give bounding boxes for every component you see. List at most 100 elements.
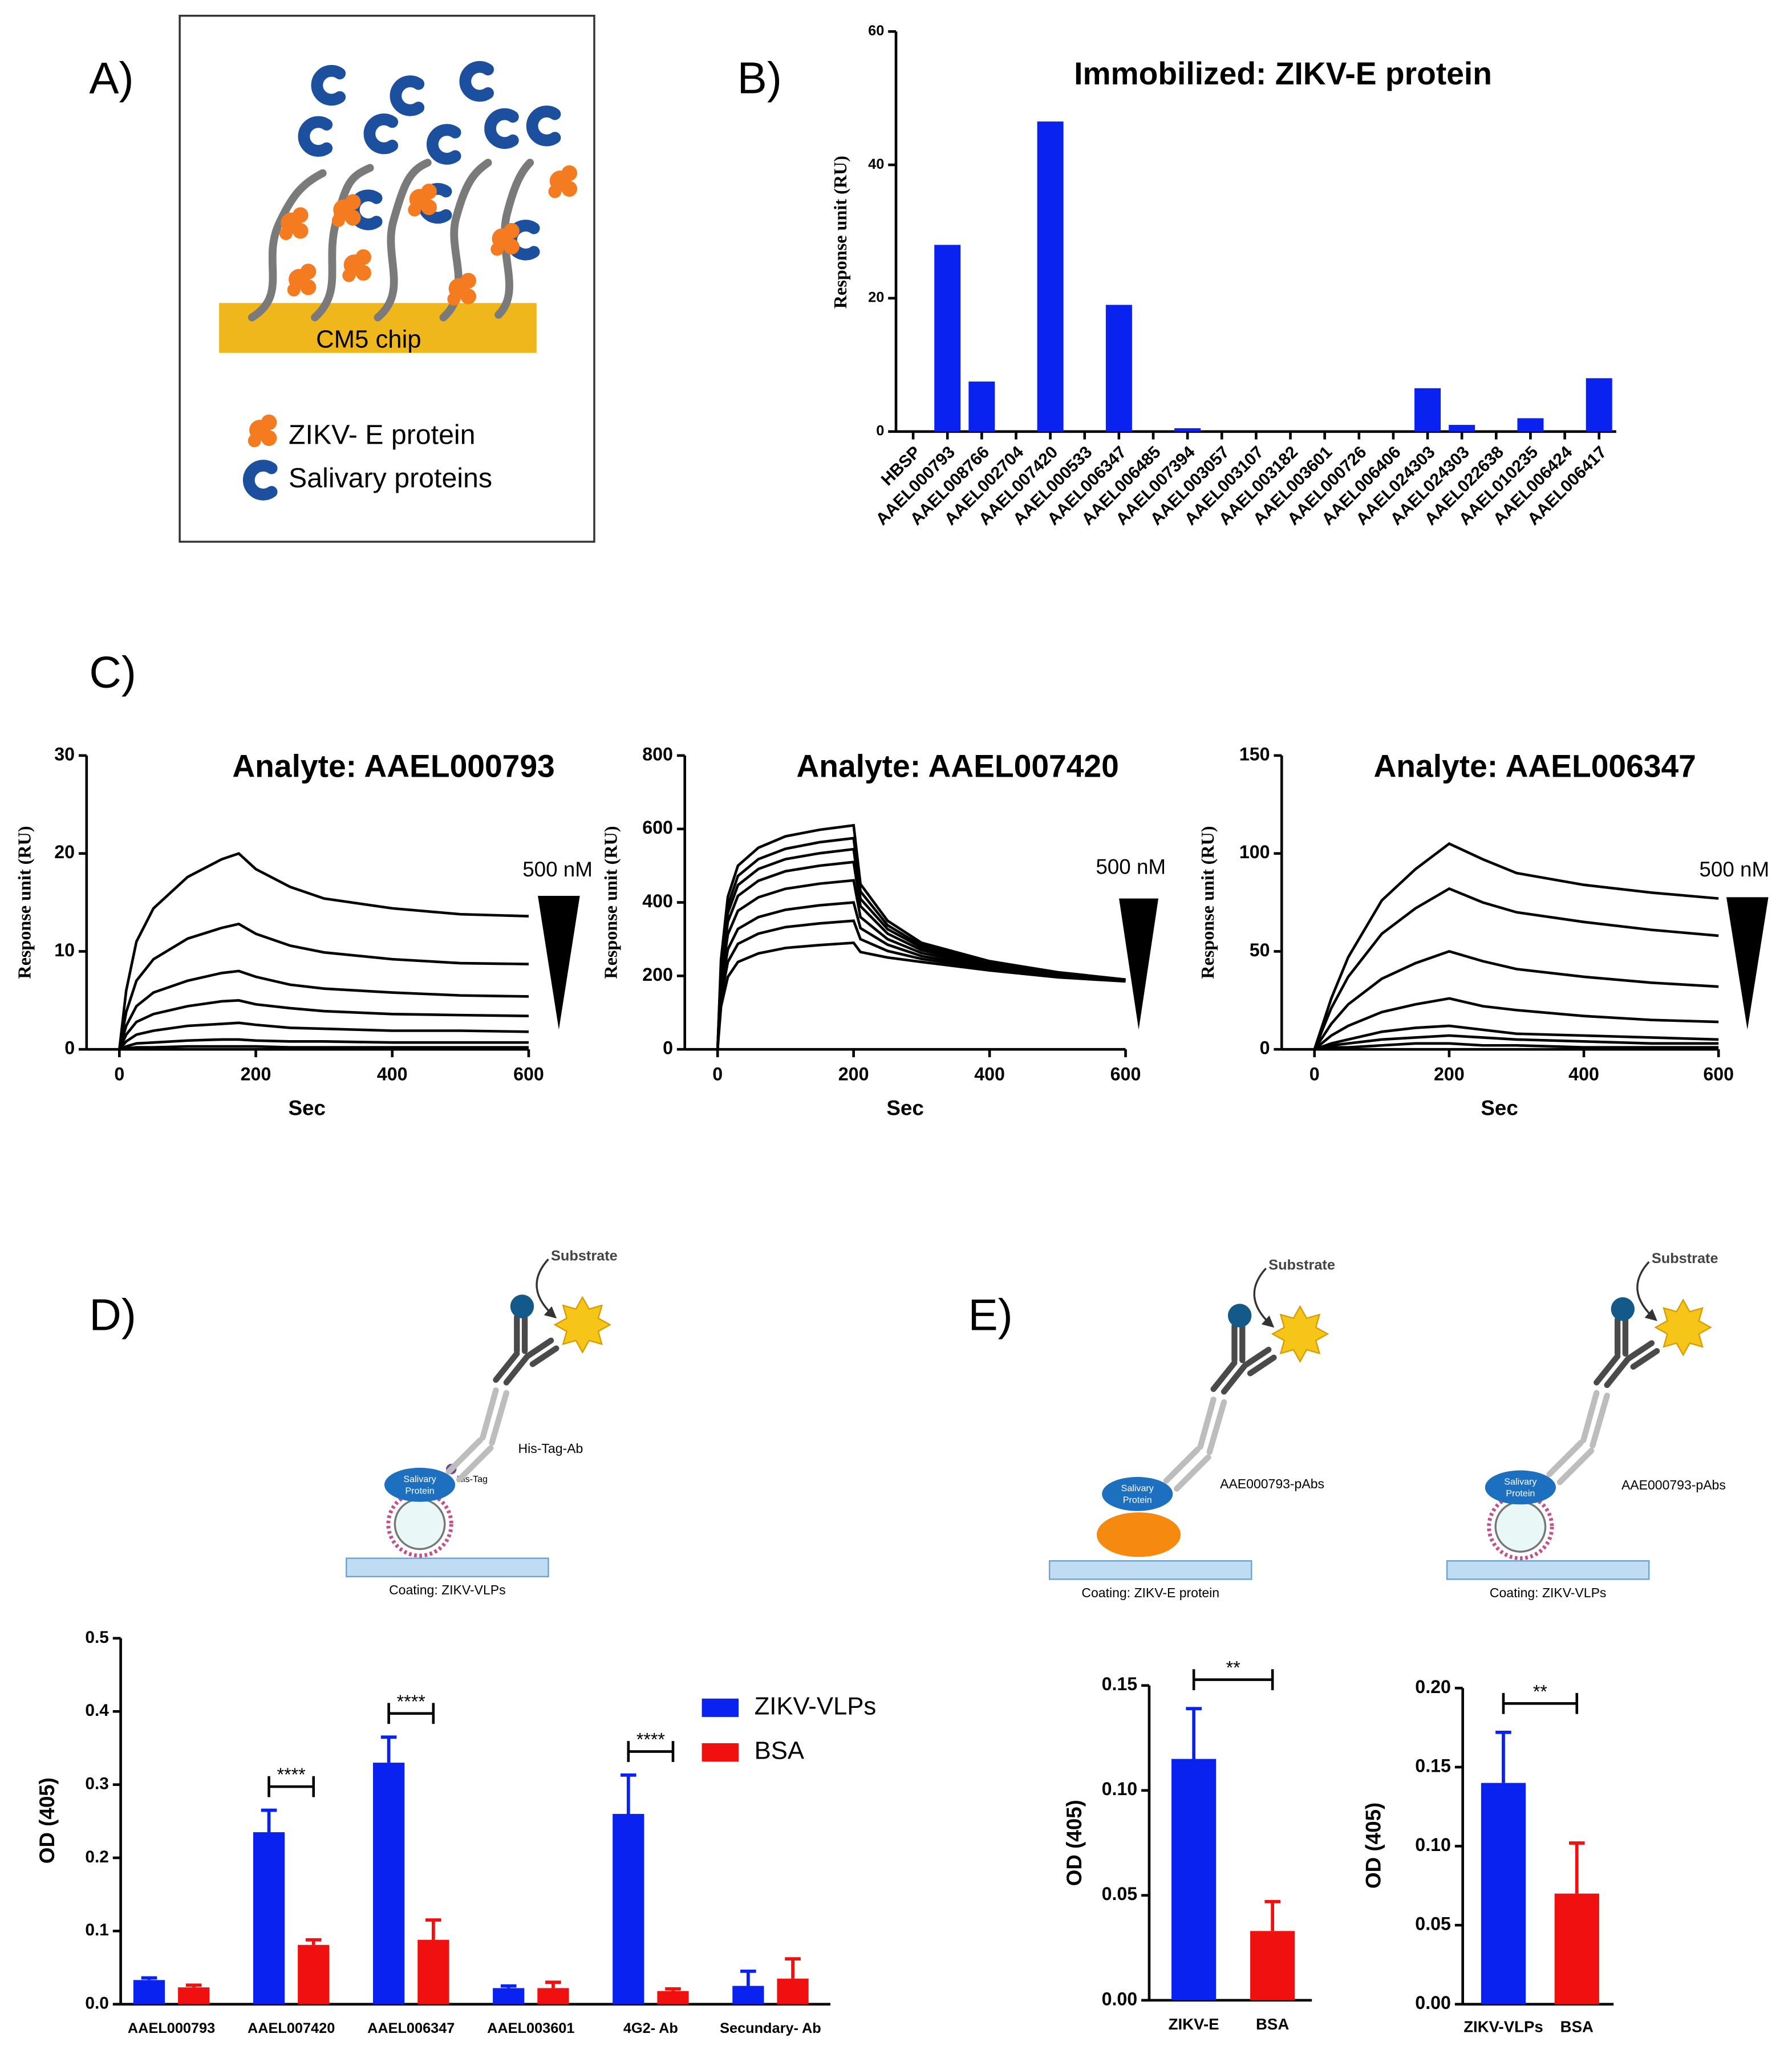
significance-label: **** — [277, 1764, 306, 1785]
x-axis-label: Sec — [886, 1097, 923, 1120]
zikv-e-protein — [460, 273, 476, 289]
sensorgram — [1314, 1042, 1719, 1051]
y-tick-label: 10 — [54, 940, 75, 960]
error-bar — [261, 1808, 277, 1833]
sensorgram — [716, 901, 1126, 1050]
y-tick-label: 0.05 — [1102, 1884, 1138, 1904]
sensorgram — [716, 860, 1126, 1050]
error-bar — [1264, 1899, 1280, 1931]
y-axis-label: Response unit (RU) — [601, 826, 621, 979]
y-tick-label: 0.4 — [85, 1701, 109, 1720]
diagram-a — [311, 164, 374, 322]
y-axis-label: OD (405) — [1063, 1800, 1086, 1886]
x-tick-label: 200 — [1434, 1064, 1465, 1085]
legend-symbol — [248, 414, 277, 448]
x-tick-label: 600 — [1110, 1064, 1141, 1085]
reaction-arrow — [1253, 1268, 1275, 1328]
enzyme — [1611, 1297, 1635, 1321]
protein-label: Salivary — [1504, 1476, 1537, 1487]
bar — [657, 1991, 689, 2004]
chart: 0 20 40 60 Immobilized: ZIKV-E protein Respon… — [830, 23, 1616, 529]
error-bar — [740, 1970, 756, 1986]
significance-bracket — [627, 1741, 675, 1762]
bar — [1449, 425, 1475, 432]
bar — [1174, 428, 1201, 432]
legend-swatch — [702, 1698, 739, 1717]
significance-bracket — [267, 1776, 315, 1797]
zikv-e-protein — [548, 185, 562, 198]
chart-title: Analyte: AAEL000793 — [232, 748, 554, 784]
x-tick-label: 0 — [114, 1064, 124, 1085]
y-tick-label: 0 — [663, 1038, 673, 1058]
sensorgram — [118, 969, 529, 1050]
zikv-e-protein — [561, 181, 578, 197]
bar — [934, 245, 961, 432]
protein-label: Protein — [1123, 1495, 1152, 1505]
secondary-antibody — [1210, 1323, 1277, 1395]
coating-surface — [346, 1557, 549, 1577]
protein-label: Protein — [406, 1486, 435, 1496]
zikv-e-protein — [279, 226, 293, 240]
y-tick-label: 0.00 — [1415, 1992, 1451, 2013]
bar — [373, 1763, 405, 2004]
antibody-label: AAE000793-pAbs — [1220, 1476, 1324, 1491]
primary-antibody — [1546, 1390, 1610, 1485]
bar — [613, 1813, 644, 2004]
y-tick-label: 0 — [1260, 1038, 1270, 1058]
x-tick-label: ZIKV-VLPs — [1463, 2018, 1543, 2035]
zikv-e-protein — [561, 165, 578, 181]
zikv-e-protein — [355, 249, 371, 265]
y-axis-label: Response unit (RU) — [830, 156, 850, 309]
zikv-e-protein — [287, 283, 301, 297]
y-tick-label: 20 — [54, 842, 75, 862]
diagram-a — [494, 159, 534, 319]
zikv-e-protein — [421, 184, 437, 200]
vlp — [394, 1498, 446, 1550]
zikv-e-protein — [504, 223, 520, 239]
chart: 0 10 20 30 0 200 400 600 Analyte: AAEL000793 Resp… — [14, 744, 593, 1119]
error-bar — [141, 1976, 157, 1980]
bar — [968, 381, 995, 432]
legend-swatch — [702, 1743, 739, 1762]
salivary-protein — [311, 64, 346, 106]
x-tick-label: 4G2- Ab — [623, 2020, 678, 2036]
sensorgram — [118, 999, 529, 1050]
diagram-a — [179, 14, 595, 543]
zikv-e-protein — [287, 263, 317, 297]
coating-surface — [1446, 1560, 1650, 1580]
zikv-e-protein — [300, 263, 317, 279]
error-bar — [380, 1735, 397, 1763]
primary-antibody — [445, 1387, 510, 1483]
sensorgram — [1313, 842, 1719, 1050]
chart-title: Analyte: AAEL007420 — [796, 748, 1118, 784]
significance-bracket — [387, 1703, 435, 1724]
bar — [1250, 1931, 1295, 2000]
elisa-schematic: Coating: ZIKV-VLPs Salivary Protein His-Tag… — [346, 1248, 618, 1597]
x-tick-label: 400 — [1568, 1064, 1599, 1085]
error-bar — [1495, 1731, 1511, 1783]
sensorgram — [118, 1021, 529, 1050]
y-tick-label: 800 — [642, 744, 673, 764]
salivary-protein — [1102, 1477, 1173, 1511]
y-tick-label: 30 — [54, 744, 75, 764]
x-tick-label: 400 — [974, 1064, 1005, 1085]
x-tick-label: 600 — [513, 1064, 544, 1085]
x-tick-label: 600 — [1703, 1064, 1734, 1085]
y-tick-label: 0.00 — [1102, 1988, 1138, 2009]
error-bar — [665, 1987, 681, 1991]
chart-title: Immobilized: ZIKV-E protein — [1074, 56, 1492, 91]
chart: 0 50 100 150 0 200 400 600 Analyte: AAEL006347 Re… — [1197, 744, 1769, 1119]
legend-symbol — [243, 460, 278, 501]
zikv-e-protein — [447, 292, 461, 306]
x-tick-label: ZIKV-E — [1169, 2015, 1219, 2033]
bar — [1481, 1783, 1526, 2004]
x-axis-label: Sec — [288, 1097, 325, 1120]
bar — [1037, 121, 1064, 432]
zikv-e-protein — [408, 184, 437, 217]
x-tick-label: AAEL006347 — [367, 2020, 455, 2036]
bar — [253, 1832, 285, 2004]
enzyme — [510, 1294, 534, 1318]
bar — [178, 1987, 210, 2004]
y-tick-label: 0.10 — [1415, 1834, 1451, 1855]
zikv-e-protein — [1096, 1512, 1181, 1557]
